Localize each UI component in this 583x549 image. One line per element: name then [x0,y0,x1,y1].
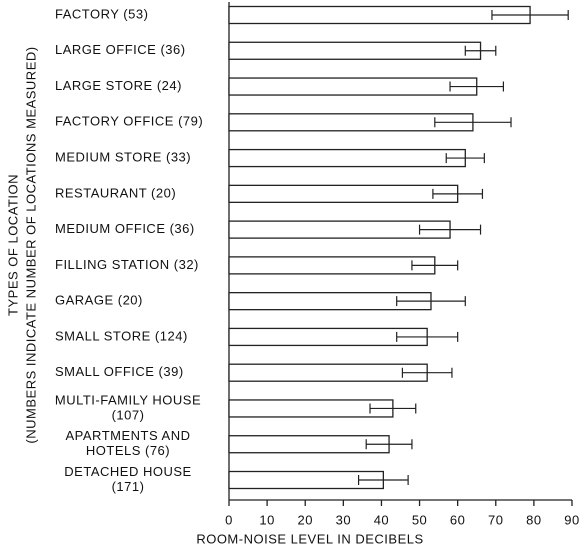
bar [228,5,531,25]
y-tick-label: SMALL OFFICE (39) [55,364,184,379]
y-tick-label: DETACHED HOUSE [64,464,191,479]
x-tick-label: 80 [526,512,541,527]
y-tick-label: MEDIUM STORE (33) [55,150,191,165]
bar [228,148,466,168]
error-bar [365,439,413,450]
y-tick-label: (171) [112,479,145,494]
error-bar [432,188,484,199]
error-bar [411,260,459,271]
y-tick-label: RESTAURANT (20) [55,185,176,200]
error-bar [369,403,417,414]
y-axis-label: TYPES OF LOCATION [5,174,20,316]
bar [228,220,451,239]
y-tick-label: (107) [112,407,145,422]
bar [228,256,436,275]
error-bar [396,331,459,342]
error-bar [418,224,482,235]
bar [228,363,428,382]
y-tick-label: SMALL STORE (124) [55,328,188,343]
y-tick-label: MEDIUM OFFICE (36) [55,221,195,236]
y-tick-label: FACTORY (53) [55,6,148,21]
error-bar [449,81,504,92]
error-bar [434,117,512,128]
y-tick-label: FACTORY OFFICE (79) [55,114,203,129]
bar [228,184,459,203]
error-bar [401,367,453,378]
y-tick-label: GARAGE (20) [55,293,143,308]
y-tick-label: LARGE STORE (24) [55,78,182,93]
x-tick-label: 70 [488,512,503,527]
error-bar [491,10,569,20]
x-tick-label: 50 [412,512,427,527]
x-tick-label: 0 [225,512,233,527]
y-tick-label: HOTELS (76) [86,443,170,458]
error-bar [464,45,497,56]
bar [228,435,390,454]
error-bar [445,153,485,164]
x-axis-label: ROOM-NOISE LEVEL IN DECIBELS [196,531,423,546]
x-tick-label: 40 [374,512,389,527]
x-tick-label: 10 [259,512,274,527]
x-tick-label: 20 [297,512,312,527]
bar [228,77,478,96]
x-tick-label: 30 [336,512,351,527]
x-tick-label: 90 [564,512,579,527]
bar [228,41,482,60]
error-bar [357,475,409,485]
x-tick-label: 60 [450,512,465,527]
bar [228,399,394,418]
y-axis-label: (NUMBERS INDICATE NUMBER OF LOCATIONS ME… [23,46,38,443]
error-bar [396,296,466,307]
y-tick-label: FILLING STATION (32) [55,257,199,272]
y-tick-label: LARGE OFFICE (36) [55,42,186,57]
y-tick-label: APARTMENTS AND [66,428,191,443]
y-tick-label: MULTI-FAMILY HOUSE [55,392,201,407]
